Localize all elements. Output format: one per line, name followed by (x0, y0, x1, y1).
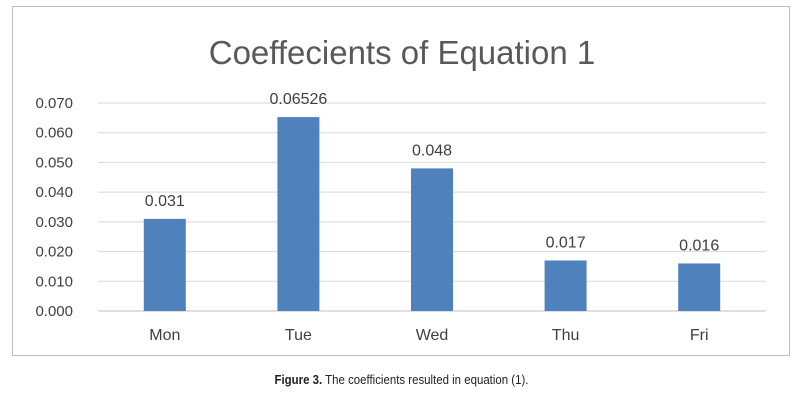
figure-caption-text: The coefficients resulted in equation (1… (322, 372, 529, 387)
bar-chart: Coeffecients of Equation 1 0.0000.0100.0… (35, 34, 766, 344)
x-tick-label-fri: Fri (690, 327, 709, 344)
chart-title: Coeffecients of Equation 1 (209, 34, 596, 71)
y-tick-label: 0.070 (35, 95, 73, 112)
y-axis-ticks: 0.000 0.010 0.020 0.030 0.040 0.050 0.060 0.070 (35, 95, 73, 320)
bars (143, 117, 721, 312)
x-tick-label-thu: Thu (552, 327, 580, 344)
data-label-mon: 0.031 (145, 193, 185, 210)
y-tick-label: 0.010 (35, 273, 73, 290)
y-tick-label: 0.040 (35, 184, 73, 201)
bar-wed (411, 168, 453, 311)
bar-fri (678, 263, 721, 311)
data-label-thu: 0.017 (546, 234, 586, 251)
figure-caption-label: Figure 3. (274, 372, 323, 387)
chart-frame: Coeffecients of Equation 1 0.000 0.010 0.0… (12, 6, 790, 356)
data-labels: 0.031 0.06526 0.048 0.017 0.016 (145, 91, 720, 254)
bar-mon (143, 218, 186, 311)
figure-caption: Figure 3. The coefficients resulted in e… (48, 372, 755, 387)
y-tick-label: 0.020 (35, 244, 73, 261)
x-axis-ticks: Mon Tue Wed Thu Fri (149, 327, 708, 344)
bar-thu (544, 260, 587, 311)
y-tick-label: 0.000 (35, 303, 73, 320)
data-label-fri: 0.016 (679, 237, 719, 254)
data-label-tue: 0.06526 (269, 91, 327, 108)
y-tick-label: 0.060 (35, 125, 73, 142)
x-tick-label-wed: Wed (416, 327, 449, 344)
x-tick-label-tue: Tue (285, 327, 312, 344)
y-tick-label: 0.030 (35, 214, 73, 231)
bar-tue (277, 117, 320, 312)
y-tick-label: 0.050 (35, 154, 73, 171)
x-tick-label-mon: Mon (149, 327, 180, 344)
data-label-wed: 0.048 (412, 142, 452, 159)
